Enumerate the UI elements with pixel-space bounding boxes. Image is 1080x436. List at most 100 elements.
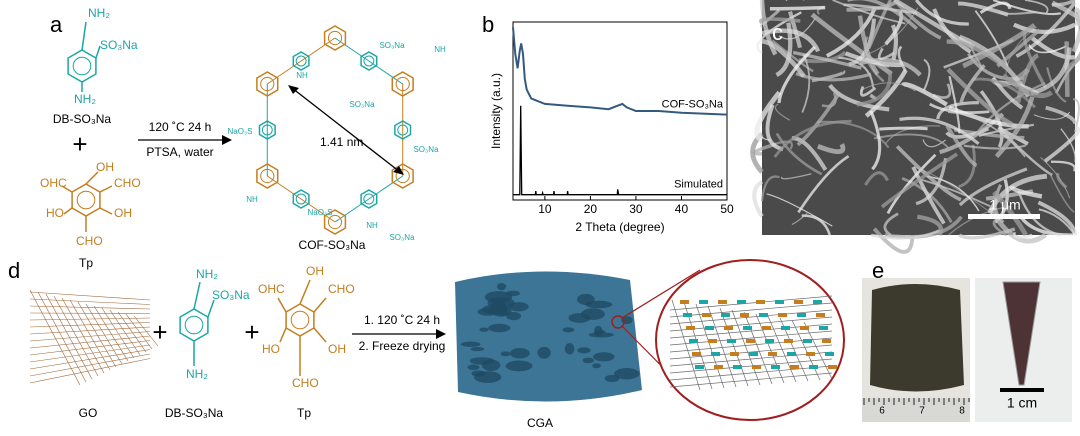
bond: [85, 303, 123, 365]
structure-label: SO₃Na: [413, 145, 439, 154]
cof-node: [733, 365, 742, 369]
fiber: [816, 120, 890, 149]
fiber: [992, 219, 1007, 237]
fiber: [774, 103, 791, 121]
reactant-name: Tp: [79, 256, 93, 270]
bond: [117, 311, 147, 353]
bond: [101, 307, 135, 359]
bond: [334, 37, 404, 85]
fiber: [821, 92, 837, 108]
fiber: [926, 175, 980, 212]
fiber: [1030, 47, 1072, 96]
sulfonate: SO₃Na: [212, 288, 250, 302]
ring: [256, 163, 279, 189]
pore: [592, 363, 601, 369]
bond: [266, 175, 336, 223]
fiber: [890, 24, 899, 61]
fiber: [962, 23, 1037, 69]
series-line: [513, 105, 727, 196]
fiber: [859, 57, 922, 77]
fiber: [1028, 44, 1067, 54]
bond: [313, 327, 327, 343]
cof-node: [714, 365, 723, 369]
ring-inner: [327, 30, 343, 46]
fiber: [885, 125, 941, 144]
fiber: [838, 56, 875, 88]
cof-node: [781, 326, 790, 330]
condition: 120 ˚C 24 h: [149, 120, 212, 134]
fiber: [752, 179, 764, 218]
reactant-name: DB-SO₃Na: [165, 406, 224, 420]
cof-node: [797, 313, 806, 317]
plot-frame: [512, 21, 728, 201]
scale-bar: [1000, 388, 1044, 392]
bond: [61, 185, 73, 193]
bond: [125, 313, 153, 350]
fiber: [1051, 0, 1076, 7]
aerogel-photo: [870, 284, 964, 392]
ring-inner: [397, 124, 409, 136]
ring-inner: [290, 310, 310, 330]
pore-size: 1.41 nm: [320, 135, 363, 149]
amine-group: NH₂: [186, 367, 208, 381]
structure-label: SO₃Na: [379, 41, 405, 50]
cof-node: [689, 339, 698, 343]
cof-node: [822, 339, 831, 343]
fiber: [760, 175, 780, 202]
fiber: [923, 58, 931, 91]
panel-label: a: [50, 12, 63, 37]
arrow-head: [393, 166, 404, 175]
cof-node: [759, 313, 768, 317]
pore: [614, 368, 640, 380]
bond: [133, 315, 159, 347]
cof-node: [825, 352, 834, 356]
ring-inner: [260, 76, 275, 92]
bond: [29, 317, 151, 321]
reactant-name: DB-SO₃Na: [53, 112, 112, 126]
cof-node: [813, 300, 822, 304]
pore: [477, 307, 499, 316]
bond: [669, 372, 833, 388]
bond: [299, 279, 311, 305]
fiber: [775, 132, 823, 176]
pore: [500, 351, 511, 357]
bond: [45, 293, 93, 380]
bond: [53, 295, 99, 377]
fiber: [978, 123, 1034, 138]
fiber: [883, 212, 899, 237]
bond: [29, 331, 151, 342]
fiber: [919, 178, 991, 208]
cof-node: [819, 326, 828, 330]
pore: [488, 323, 511, 333]
bond: [29, 335, 151, 349]
fiber: [879, 126, 928, 131]
ruler: [862, 398, 970, 422]
structure-label: SO₃Na: [349, 100, 375, 109]
fiber: [1043, 126, 1080, 163]
fiber: [973, 82, 1046, 137]
ring: [258, 120, 276, 140]
pore: [509, 348, 530, 359]
xrd-chart: 10 20 30 40 50 2 Theta (degree) Intensity (a.u…: [489, 21, 734, 234]
scale-bar: [968, 214, 1040, 219]
bond: [621, 269, 701, 319]
pore: [562, 327, 575, 333]
fiber: [754, 90, 782, 143]
structure-label: NH: [296, 71, 308, 80]
cof-node: [702, 313, 711, 317]
fiber: [765, 104, 784, 152]
bond: [291, 87, 401, 173]
ring: [360, 51, 378, 71]
condition: PTSA, water: [146, 145, 213, 159]
pore: [582, 357, 594, 364]
fiber: [1060, 128, 1076, 163]
fiber: [998, 11, 1037, 15]
fiber: [856, 72, 892, 107]
cof-node: [771, 365, 780, 369]
fiber: [1050, 160, 1076, 172]
cof-node: [680, 300, 689, 304]
ring-inner: [72, 56, 92, 76]
ring: [292, 51, 310, 71]
ring: [292, 189, 310, 209]
bond: [207, 299, 215, 318]
